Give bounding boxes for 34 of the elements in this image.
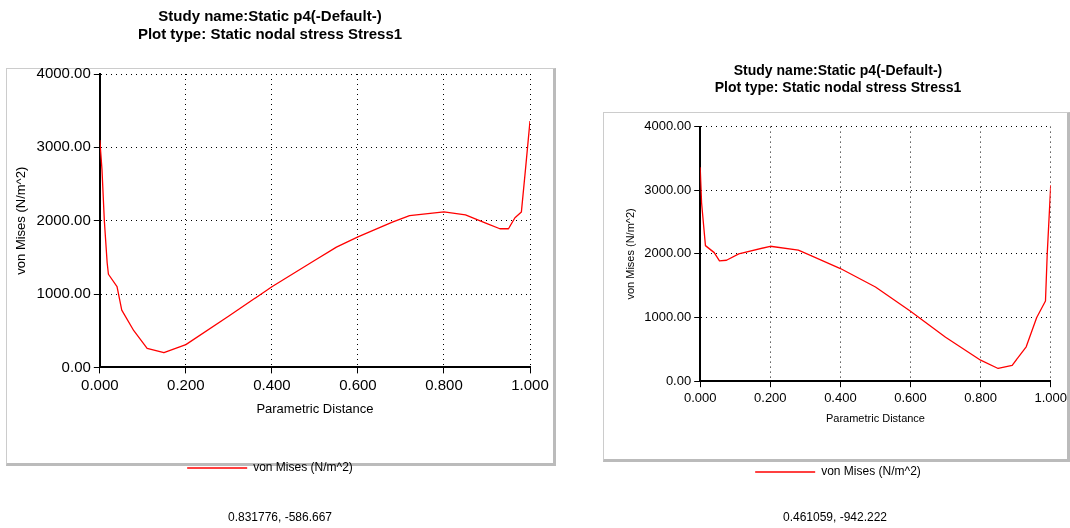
text: 0.831776, -586.667 [227, 510, 333, 525]
legend-label: von Mises (N/m^2) [253, 460, 353, 475]
y-tick-label: 2000.00 [644, 245, 692, 261]
y-tick-label: 4000.00 [36, 64, 91, 82]
x-tick-label: 1.000 [511, 375, 549, 393]
y-axis-title: von Mises (N/m^2) [623, 208, 636, 300]
x-axis-title: Parametric Distance [825, 412, 925, 425]
x-axis-title: Parametric Distance [256, 400, 374, 416]
y-tick-label: 1000.00 [644, 309, 692, 325]
text: 0.461059, -942.222 [782, 510, 888, 525]
x-tick-label: 0.200 [754, 389, 787, 405]
x-tick-label: 0.400 [253, 375, 291, 393]
x-tick-label: 0.000 [683, 389, 717, 405]
y-tick-label: 4000.00 [644, 118, 692, 134]
y-tick-label: 3000.00 [36, 137, 91, 155]
x-tick-label: 0.200 [167, 375, 205, 393]
y-tick-label: 0.00 [61, 357, 91, 375]
x-tick-label: 0.600 [894, 389, 927, 405]
y-tick-label: 2000.00 [36, 210, 91, 228]
chart-subtitle: Plot type: Static nodal stress Stress1 [714, 79, 962, 96]
x-tick-label: 0.800 [425, 375, 463, 393]
y-tick-label: 3000.00 [644, 181, 692, 197]
chart-title: Study name:Static p4(-Default-) [158, 7, 382, 25]
chart-subtitle: Plot type: Static nodal stress Stress1 [137, 25, 403, 43]
x-tick-label: 0.800 [964, 389, 997, 405]
y-tick-label: 1000.00 [36, 284, 91, 302]
x-tick-label: 0.400 [824, 389, 857, 405]
chart-title: Study name:Static p4(-Default-) [733, 62, 943, 79]
legend-label: von Mises (N/m^2) [821, 464, 921, 479]
y-axis-title: von Mises (N/m^2) [13, 166, 29, 275]
x-tick-label: 0.600 [339, 375, 377, 393]
y-tick-label: 0.00 [665, 372, 692, 388]
x-tick-label: 1.000 [1034, 389, 1068, 405]
x-tick-label: 0.000 [81, 375, 119, 393]
